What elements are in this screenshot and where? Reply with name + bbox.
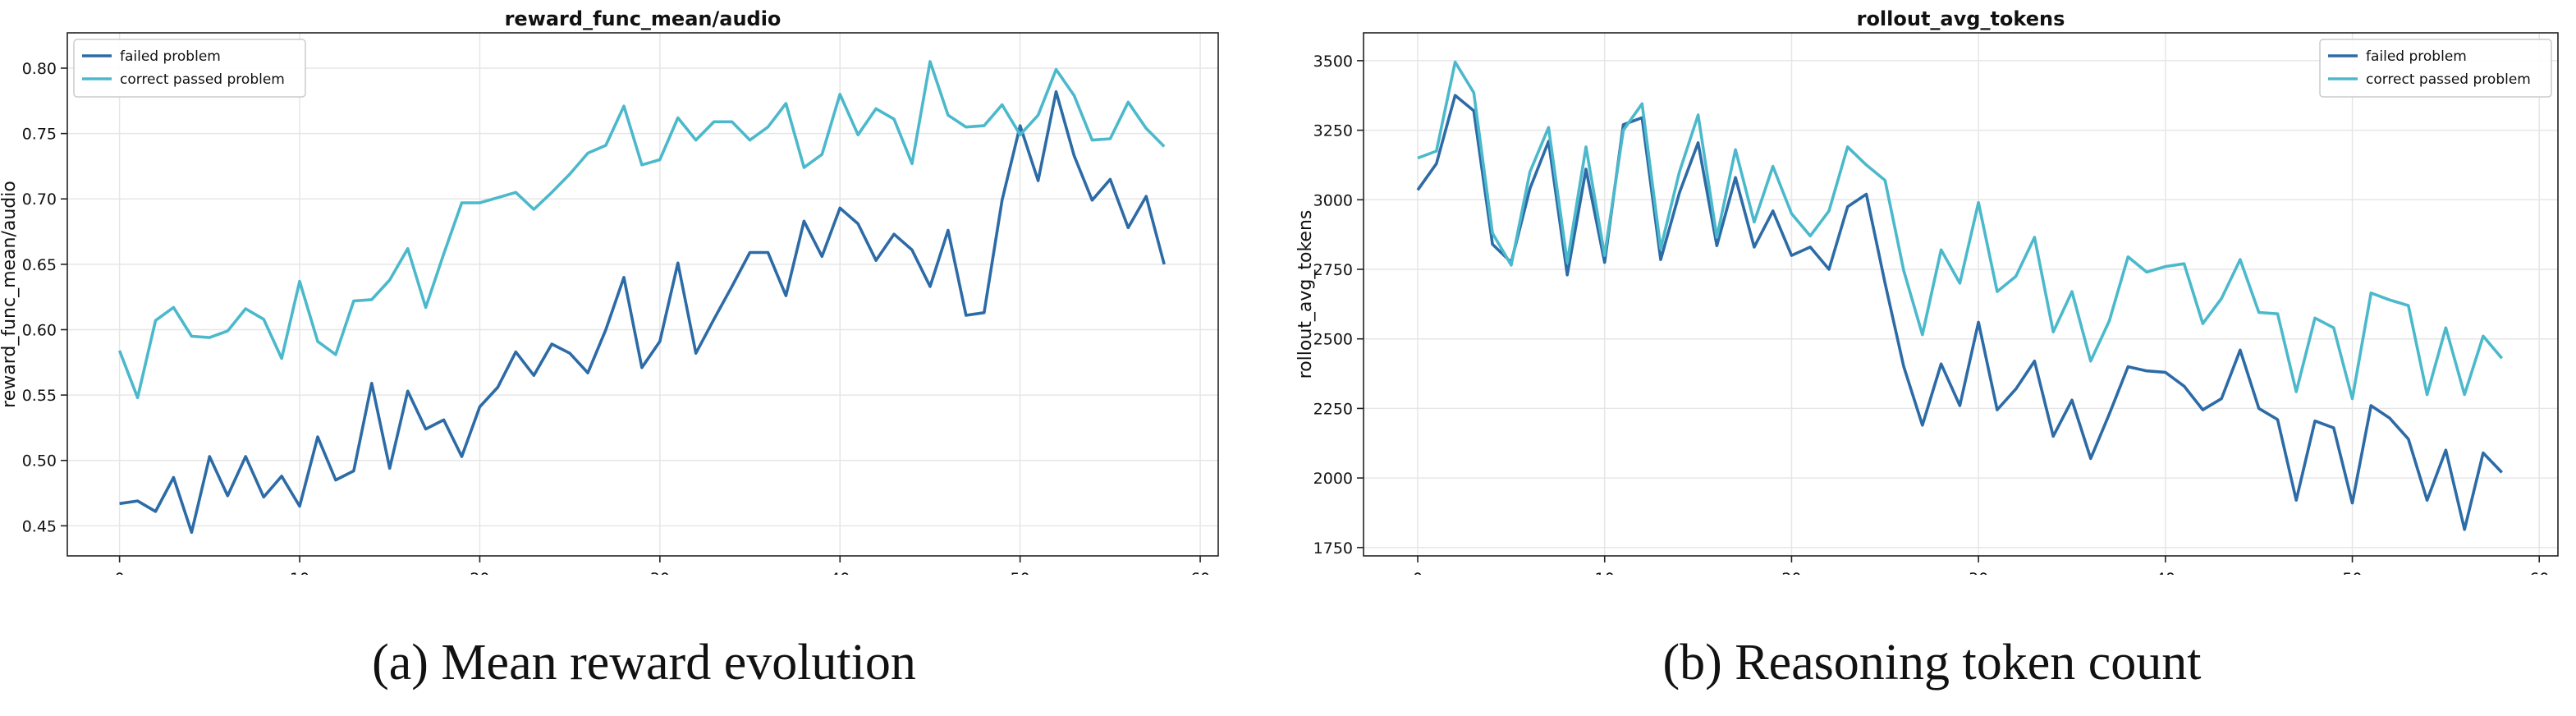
- x-tick-label: 0: [115, 570, 125, 575]
- y-tick-label: 2750: [1313, 261, 1353, 279]
- chart-b-svg: 0 10 20 30 40 50 60 1750 2000 2250 2500 2750 3000 325…: [1295, 7, 2559, 575]
- legend-label-failed: failed problem: [2366, 48, 2467, 65]
- x-tick-label: 20: [470, 570, 489, 575]
- chart-a-caption: (a) Mean reward evolution: [372, 635, 916, 691]
- legend-box: [2319, 39, 2552, 98]
- y-axis-label: rollout_avg_tokens: [1295, 210, 1316, 379]
- y-tick-label: 3000: [1313, 191, 1353, 209]
- y-tick-label: 3500: [1313, 53, 1353, 71]
- legend-label-correct: correct passed problem: [120, 71, 285, 88]
- series-line-correct: [1417, 60, 2504, 401]
- x-tick-label: 10: [290, 570, 309, 575]
- chart-title: reward_func_mean/audio: [505, 7, 782, 30]
- x-tick-label: 30: [1969, 570, 1988, 575]
- x-tick-label: 40: [830, 570, 850, 575]
- series-line-failed: [119, 90, 1166, 535]
- y-tick-label: 0.50: [22, 452, 57, 470]
- chart-a-svg: 0 10 20 30 40 50 60 0.45 0.50 0.55 0.60 0.65 0.70 0.7…: [0, 7, 1219, 575]
- x-tick-label: 30: [650, 570, 670, 575]
- y-tick-label: 0.70: [22, 190, 57, 209]
- x-tick-label: 10: [1595, 570, 1615, 575]
- x-tick-label: 50: [1011, 570, 1030, 575]
- series-line-correct: [117, 60, 1166, 400]
- legend-label-correct: correct passed problem: [2366, 71, 2531, 88]
- y-tick-label: 0.80: [22, 60, 57, 78]
- x-tick-label: 60: [1190, 570, 1210, 575]
- y-tick-label: 0.60: [22, 321, 57, 339]
- series-line-failed: [1416, 94, 2503, 531]
- x-tick-label: 20: [1781, 570, 1801, 575]
- x-tick-label: 50: [2342, 570, 2362, 575]
- chart-panel-a: 0 10 20 30 40 50 60 0.45 0.50 0.55 0.60 0.65 0.70 0.7…: [0, 7, 1219, 691]
- chart-b-caption: (b) Reasoning token count: [1662, 635, 2202, 691]
- y-tick-label: 2000: [1313, 470, 1353, 488]
- legend-label-failed: failed problem: [120, 48, 221, 65]
- y-tick-label: 0.75: [22, 126, 57, 144]
- plot-frame: [66, 32, 1219, 557]
- x-tick-label: 0: [1413, 570, 1423, 575]
- y-tick-label: 0.45: [22, 517, 57, 535]
- chart-panel-b: 0 10 20 30 40 50 60 1750 2000 2250 2500 2750 3000 325…: [1288, 0, 2576, 716]
- y-tick-label: 0.55: [22, 387, 57, 405]
- y-tick-label: 0.65: [22, 256, 57, 274]
- chart-title: rollout_avg_tokens: [1857, 7, 2065, 30]
- x-tick-label: 60: [2529, 570, 2549, 575]
- x-tick-label: 40: [2156, 570, 2175, 575]
- y-tick-label: 2250: [1313, 400, 1353, 418]
- y-tick-label: 3250: [1313, 122, 1353, 140]
- y-axis-label: reward_func_mean/audio: [0, 181, 20, 408]
- plot-frame: [1363, 32, 2559, 557]
- y-tick-label: 1750: [1313, 539, 1353, 558]
- legend-box: [73, 39, 306, 98]
- y-tick-label: 2500: [1313, 331, 1353, 349]
